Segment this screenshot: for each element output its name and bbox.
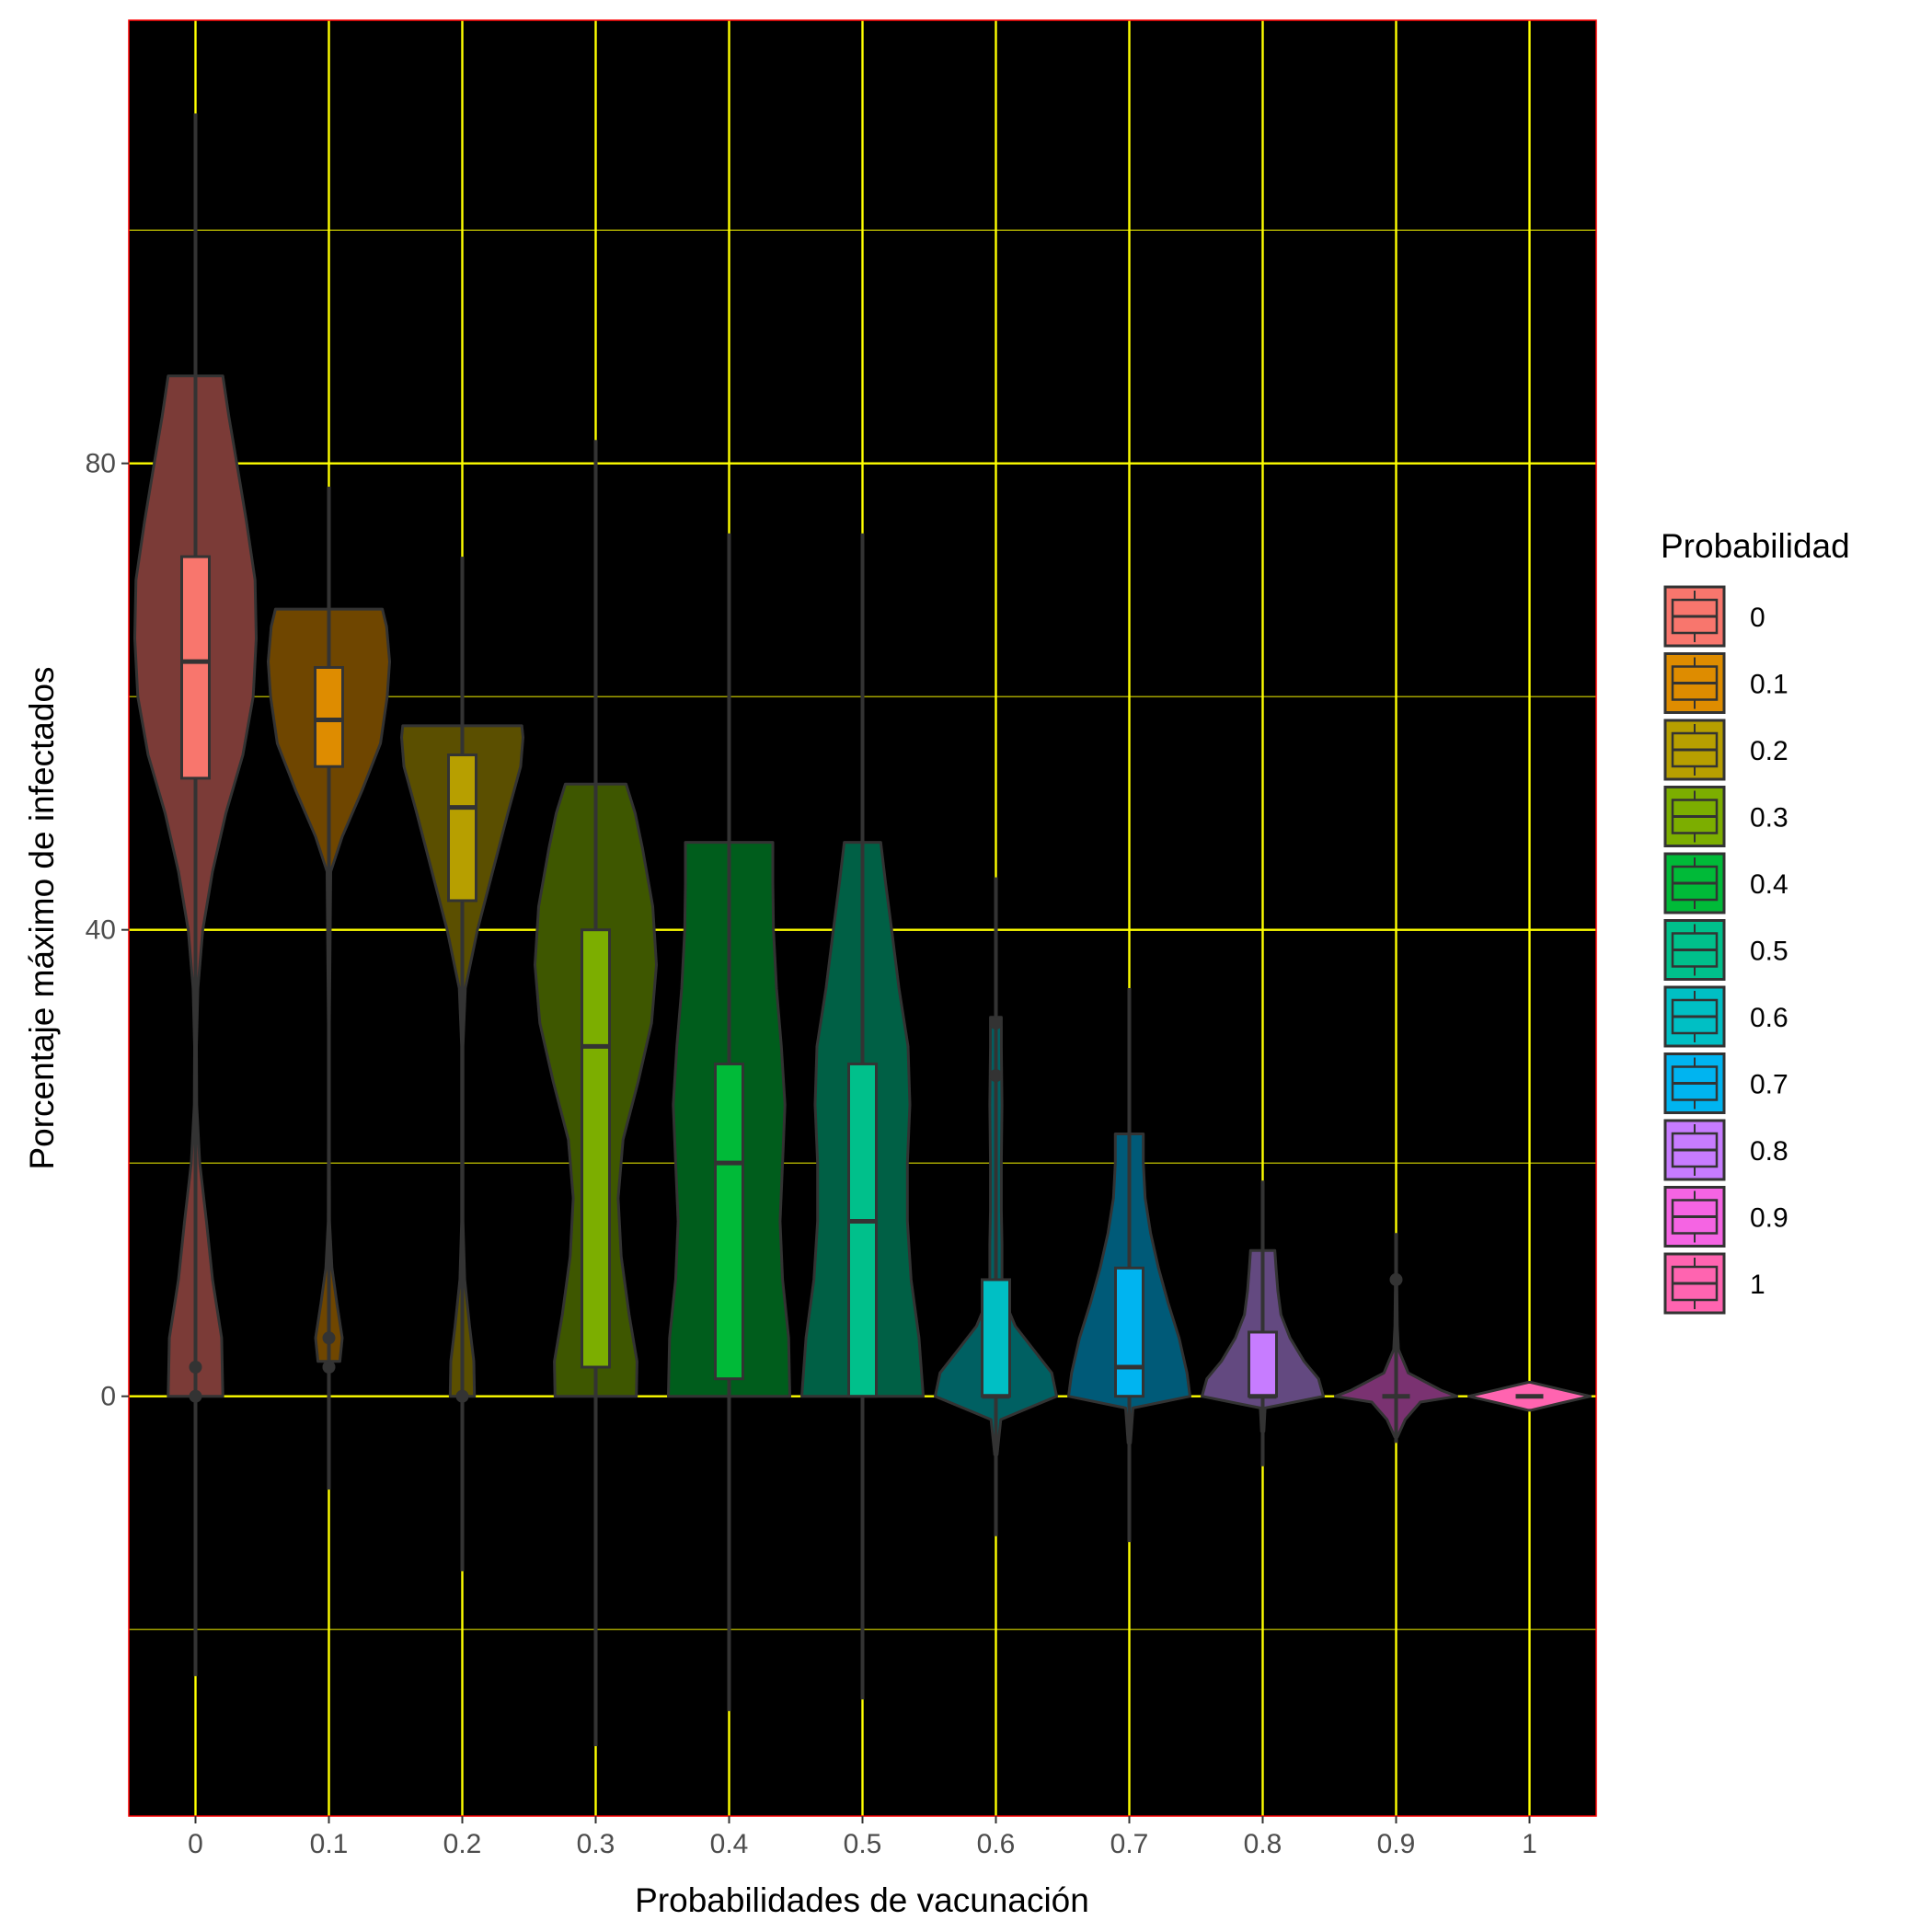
- x-tick-label: 0: [188, 1829, 203, 1859]
- legend-label: 0.8: [1750, 1136, 1788, 1167]
- legend-label: 1: [1750, 1270, 1765, 1300]
- legend-item: 0.3: [1663, 786, 1788, 847]
- iqr-box: [847, 1062, 878, 1398]
- legend-item: 0: [1663, 585, 1765, 648]
- y-axis-title: Porcentaje máximo de infectados: [23, 666, 61, 1169]
- outlier-point: [189, 1389, 202, 1403]
- x-tick-label: 0.4: [710, 1829, 749, 1859]
- iqr-box: [714, 1062, 744, 1381]
- y-tick-label: 40: [86, 915, 116, 946]
- legend-item: 0.9: [1663, 1186, 1788, 1248]
- violin-group: [800, 533, 925, 1700]
- violin-group: [1334, 1233, 1458, 1443]
- outlier-point: [455, 1389, 469, 1403]
- legend-item: 1: [1663, 1252, 1765, 1315]
- y-axis: 0 40 80: [86, 449, 129, 1412]
- legend: Probabilidad 0 0.1 0.2 0.3 0.4 0.5 0.6 0.7 0.8 0.…: [1661, 527, 1850, 1315]
- x-tick-label: 0.2: [443, 1829, 482, 1859]
- outlier-point: [989, 1069, 1003, 1083]
- violin-group: [1067, 988, 1191, 1543]
- legend-label: 0.5: [1750, 937, 1788, 967]
- legend-title: Probabilidad: [1661, 527, 1850, 565]
- iqr-box: [981, 1278, 1011, 1398]
- iqr-box: [581, 928, 611, 1369]
- iqr-box: [314, 665, 344, 768]
- x-tick-label: 0.5: [844, 1829, 882, 1859]
- x-tick-label: 1: [1522, 1829, 1537, 1859]
- legend-item: 0.8: [1663, 1119, 1788, 1181]
- violin-group: [934, 877, 1058, 1536]
- violin-group: [534, 440, 658, 1746]
- legend-item: 0.7: [1663, 1052, 1788, 1114]
- x-tick-label: 0.9: [1377, 1829, 1416, 1859]
- violin-group: [400, 557, 524, 1571]
- violin-group: [267, 487, 391, 1490]
- iqr-box: [447, 753, 477, 903]
- outlier-point: [322, 1331, 336, 1345]
- outlier-point: [189, 1361, 202, 1374]
- outlier-point: [322, 1361, 336, 1374]
- y-tick-label: 80: [86, 449, 116, 479]
- x-tick-label: 0.1: [310, 1829, 349, 1859]
- legend-label: 0.7: [1750, 1070, 1788, 1100]
- x-axis-title: Probabilidades de vacunación: [635, 1881, 1089, 1919]
- iqr-box: [180, 555, 211, 780]
- y-tick-label: 0: [100, 1382, 116, 1412]
- x-tick-label: 0.3: [577, 1829, 615, 1859]
- violin-group: [1201, 1180, 1325, 1466]
- x-tick-label: 0.8: [1244, 1829, 1282, 1859]
- legend-label: 0.6: [1750, 1003, 1788, 1033]
- legend-item: 0.4: [1663, 852, 1788, 914]
- violin-group: [1467, 1381, 1592, 1412]
- outlier-point: [989, 1017, 1003, 1030]
- legend-label: 0.9: [1750, 1203, 1788, 1234]
- legend-label: 0.2: [1750, 736, 1788, 766]
- legend-item: 0.1: [1663, 652, 1788, 714]
- outlier-point: [1389, 1272, 1403, 1286]
- legend-item: 0.5: [1663, 919, 1788, 981]
- legend-item: 0.2: [1663, 719, 1788, 781]
- legend-label: 0: [1750, 603, 1765, 633]
- iqr-box: [1248, 1330, 1278, 1398]
- violin-group: [133, 113, 258, 1676]
- violin-group: [667, 533, 791, 1711]
- violins: [133, 113, 1592, 1746]
- x-tick-label: 0.7: [1110, 1829, 1149, 1859]
- legend-item: 0.6: [1663, 985, 1788, 1048]
- legend-label: 0.1: [1750, 670, 1788, 700]
- x-axis: 0 0.1 0.2 0.3 0.4 0.5 0.6 0.7 0.8 0.9 1: [188, 1816, 1537, 1859]
- iqr-box: [1114, 1266, 1144, 1398]
- legend-label: 0.3: [1750, 803, 1788, 834]
- x-tick-label: 0.6: [977, 1829, 1016, 1859]
- legend-label: 0.4: [1750, 869, 1788, 900]
